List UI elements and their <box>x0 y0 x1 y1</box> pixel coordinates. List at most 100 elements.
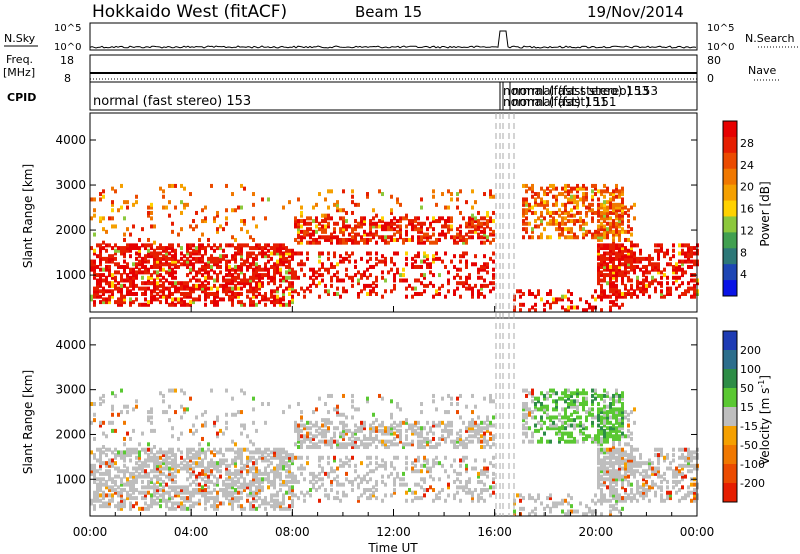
power-cell <box>555 186 558 191</box>
power-cell <box>462 216 465 221</box>
velocity-cell <box>99 396 102 401</box>
power-cell <box>378 235 381 240</box>
velocity-cell <box>564 410 567 415</box>
velocity-cell <box>615 501 618 506</box>
velocity-cell <box>387 431 390 436</box>
power-cell <box>468 224 471 229</box>
power-cell <box>90 267 93 272</box>
velocity-cell <box>630 461 633 466</box>
power-cell <box>606 186 609 191</box>
velocity-cell <box>600 415 603 420</box>
power-cell <box>573 200 576 205</box>
velocity-cell <box>201 493 204 498</box>
velocity-cell <box>369 442 372 447</box>
power-cell <box>237 243 240 248</box>
power-cell <box>465 232 468 237</box>
power-cell <box>291 251 294 256</box>
velocity-cell <box>132 479 135 484</box>
power-cell <box>108 273 111 278</box>
power-cell <box>123 246 126 251</box>
velocity-cell <box>144 496 147 501</box>
velocity-cell <box>189 490 192 495</box>
power-cell <box>621 254 624 259</box>
power-cell <box>312 232 315 237</box>
power-cell <box>444 251 447 256</box>
power-cell <box>90 216 93 221</box>
velocity-cell <box>618 439 621 444</box>
velocity-cell <box>234 471 237 476</box>
power-cell <box>492 237 495 242</box>
velocity-cell <box>597 418 600 423</box>
velocity-cell <box>423 463 426 468</box>
power-cell <box>480 229 483 234</box>
velocity-cell <box>204 488 207 493</box>
power-cell <box>135 243 138 248</box>
velocity-cell <box>606 391 609 396</box>
velocity-cell <box>132 466 135 471</box>
velocity-cell <box>417 434 420 439</box>
power-cell <box>492 210 495 215</box>
power-cell <box>258 283 261 288</box>
velocity-cell <box>474 420 477 425</box>
power-cell <box>159 294 162 299</box>
velocity-cell <box>195 488 198 493</box>
power-cell <box>303 232 306 237</box>
power-cell <box>111 202 114 207</box>
power-cell <box>192 248 195 253</box>
power-cell <box>231 208 234 213</box>
velocity-cell <box>144 471 147 476</box>
power-cell <box>132 275 135 280</box>
power-cell <box>411 256 414 261</box>
power-cell <box>645 286 648 291</box>
velocity-cell <box>171 458 174 463</box>
velocity-cell <box>231 447 234 452</box>
velocity-cell <box>222 461 225 466</box>
cpid-main-text: normal (fast stereo) 153 <box>93 94 251 109</box>
power-cell <box>399 229 402 234</box>
power-cell <box>192 300 195 305</box>
power-cell <box>612 240 615 245</box>
velocity-cell <box>99 402 102 407</box>
velocity-cell <box>588 509 591 514</box>
power-cell <box>273 267 276 272</box>
velocity-cell <box>231 482 234 487</box>
velocity-cell <box>435 423 438 428</box>
velocity-cell <box>597 469 600 474</box>
power-cell <box>171 300 174 305</box>
power-cell <box>525 208 528 213</box>
power-cell <box>531 229 534 234</box>
power-cell <box>459 294 462 299</box>
velocity-cell <box>90 498 93 503</box>
velocity-cell <box>339 442 342 447</box>
power-cell <box>462 283 465 288</box>
velocity-cell <box>330 469 333 474</box>
power-cell <box>603 251 606 256</box>
power-cell <box>279 302 282 307</box>
velocity-cell <box>99 453 102 458</box>
power-cell <box>594 186 597 191</box>
power-cell <box>423 254 426 259</box>
power-cell <box>144 302 147 307</box>
power-cell <box>396 251 399 256</box>
power-cell <box>570 291 573 296</box>
power-cell <box>681 273 684 278</box>
power-cell <box>204 251 207 256</box>
velocity-cell <box>228 469 231 474</box>
velocity-cell <box>327 418 330 423</box>
power-cell <box>204 262 207 267</box>
power-cell <box>342 221 345 226</box>
velocity-cell <box>195 463 198 468</box>
velocity-cell <box>225 426 228 431</box>
power-cell <box>624 286 627 291</box>
velocity-cell <box>474 431 477 436</box>
velocity-cell <box>573 439 576 444</box>
power-cell <box>138 262 141 267</box>
power-cell <box>171 262 174 267</box>
velocity-cell <box>456 445 459 450</box>
velocity-cell <box>264 501 267 506</box>
power-cell <box>435 219 438 224</box>
power-cell <box>201 281 204 286</box>
velocity-cell <box>174 463 177 468</box>
velocity-cell <box>636 447 639 452</box>
power-cell <box>90 246 93 251</box>
